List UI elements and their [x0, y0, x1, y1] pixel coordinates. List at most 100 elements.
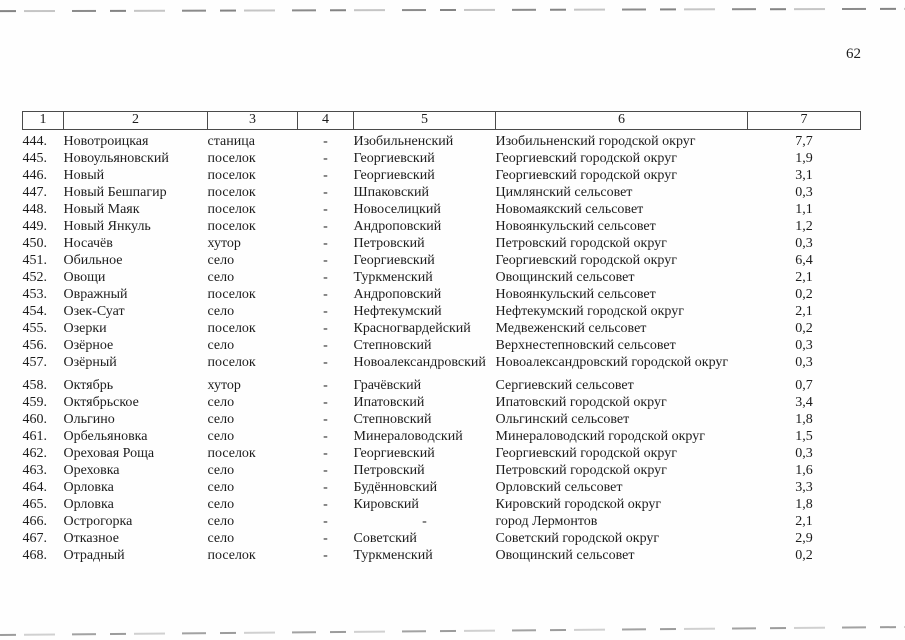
cell-name: Отрадный [63, 548, 125, 563]
cell-type: поселок [207, 168, 256, 183]
table-row: 447. Новый Бешпагир поселок - Шпаковский Цимл… [23, 184, 861, 201]
cell-dash: - [323, 219, 328, 234]
cell-dash: - [323, 514, 328, 529]
cell-num: 446. [22, 168, 48, 183]
cell-num: 450. [22, 236, 48, 251]
cell-district: Новоселицкий [353, 202, 441, 217]
cell-municipal: Минераловодский городской округ [495, 429, 705, 444]
cell-value: 3,4 [795, 395, 813, 410]
cell-num: 464. [22, 480, 48, 495]
cell-type: поселок [207, 355, 256, 370]
table-row: 456. Озёрное село - Степновский Верхнестепнов… [23, 337, 861, 354]
scan-artifact-top [0, 7, 905, 13]
cell-type: село [207, 253, 235, 268]
table-row: 466. Острогорка село - - город Лермонтов 2,1 [23, 513, 861, 530]
cell-dash: - [323, 236, 328, 251]
cell-dash: - [323, 253, 328, 268]
cell-dash: - [323, 287, 328, 302]
cell-dash: - [323, 338, 328, 353]
cell-value: 2,1 [795, 304, 813, 319]
column-header-6: 6 [495, 111, 748, 130]
cell-value: 1,6 [795, 463, 813, 478]
cell-municipal: Ипатовский городской округ [495, 395, 667, 410]
cell-district: Степновский [353, 412, 432, 427]
cell-municipal: Нефтекумский городской округ [495, 304, 684, 319]
cell-dash: - [323, 168, 328, 183]
cell-num: 465. [22, 497, 48, 512]
cell-name: Ольгино [63, 412, 115, 427]
cell-district: Георгиевский [353, 253, 435, 268]
cell-dash: - [323, 134, 328, 149]
cell-value: 0,3 [795, 446, 813, 461]
cell-dash: - [323, 463, 328, 478]
cell-name: Острогорка [63, 514, 133, 529]
cell-value: 0,2 [795, 548, 813, 563]
table-row: 453. Овражный поселок - Андроповский Новоянку… [23, 286, 861, 303]
cell-value: 0,3 [795, 338, 813, 353]
table-row: 455. Озерки поселок - Красногвардейский Медве… [23, 320, 861, 337]
cell-municipal: Петровский городской округ [495, 236, 667, 251]
cell-value: 1,1 [795, 202, 813, 217]
cell-district: Шпаковский [353, 185, 429, 200]
cell-municipal: Георгиевский городской округ [495, 446, 678, 461]
cell-district: Новоалександровский [353, 355, 486, 370]
cell-value: 1,8 [795, 412, 813, 427]
table-row: 450. Носачёв хутор - Петровский Петровский го… [23, 235, 861, 252]
table-row: 449. Новый Янкуль поселок - Андроповский Ново… [23, 218, 861, 235]
cell-value: 0,2 [795, 287, 813, 302]
cell-num: 456. [22, 338, 48, 353]
table-row: 468. Отрадный поселок - Туркменский Овощински… [23, 547, 861, 564]
cell-dash: - [323, 548, 328, 563]
cell-dash: - [323, 429, 328, 444]
cell-municipal: Сергиевский сельсовет [495, 378, 634, 393]
cell-value: 0,3 [795, 236, 813, 251]
cell-district: Степновский [353, 338, 432, 353]
table-row: 448. Новый Маяк поселок - Новоселицкий Новома… [23, 201, 861, 218]
cell-type: поселок [207, 287, 256, 302]
cell-district: Минераловодский [353, 429, 463, 444]
cell-dash: - [323, 151, 328, 166]
cell-value: 2,1 [795, 514, 813, 529]
cell-district: Советский [353, 531, 417, 546]
cell-type: село [207, 463, 235, 478]
cell-type: хутор [207, 378, 241, 393]
cell-name: Новоульяновский [63, 151, 169, 166]
cell-name: Носачёв [63, 236, 113, 251]
cell-dash: - [323, 304, 328, 319]
cell-value: 0,7 [795, 378, 813, 393]
cell-num: 454. [22, 304, 48, 319]
table-row: 458. Октябрь хутор - Грачёвский Сергиевский с… [23, 371, 861, 394]
cell-num: 444. [22, 134, 48, 149]
cell-type: село [207, 395, 235, 410]
cell-value: 1,8 [795, 497, 813, 512]
cell-num: 452. [22, 270, 48, 285]
settlements-table: 1 2 3 4 5 6 7 444. Новотроицкая станица - Из… [22, 111, 861, 564]
cell-municipal: Изобильненский городской округ [495, 134, 696, 149]
cell-district: Петровский [353, 236, 425, 251]
table-row: 446. Новый поселок - Георгиевский Георгиевски… [23, 167, 861, 184]
column-header-2: 2 [63, 111, 208, 130]
cell-municipal: город Лермонтов [495, 514, 598, 529]
cell-district: Туркменский [353, 548, 433, 563]
cell-num: 448. [22, 202, 48, 217]
cell-value: 0,3 [795, 355, 813, 370]
cell-dash: - [323, 531, 328, 546]
cell-municipal: Орловский сельсовет [495, 480, 623, 495]
cell-municipal: Ольгинский сельсовет [495, 412, 630, 427]
cell-num: 459. [22, 395, 48, 410]
cell-district: Георгиевский [353, 151, 435, 166]
cell-type: село [207, 412, 235, 427]
cell-name: Отказное [63, 531, 119, 546]
cell-dash: - [323, 270, 328, 285]
table-row: 457. Озёрный поселок - Новоалександровский Но… [23, 354, 861, 371]
table-row: 459. Октябрьское село - Ипатовский Ипатовский… [23, 394, 861, 411]
page-number: 62 [846, 46, 861, 62]
cell-name: Ореховка [63, 463, 120, 478]
cell-type: поселок [207, 219, 256, 234]
cell-type: село [207, 531, 235, 546]
cell-num: 462. [22, 446, 48, 461]
cell-name: Озек-Суат [63, 304, 125, 319]
cell-dash: - [323, 412, 328, 427]
cell-name: Озерки [63, 321, 107, 336]
